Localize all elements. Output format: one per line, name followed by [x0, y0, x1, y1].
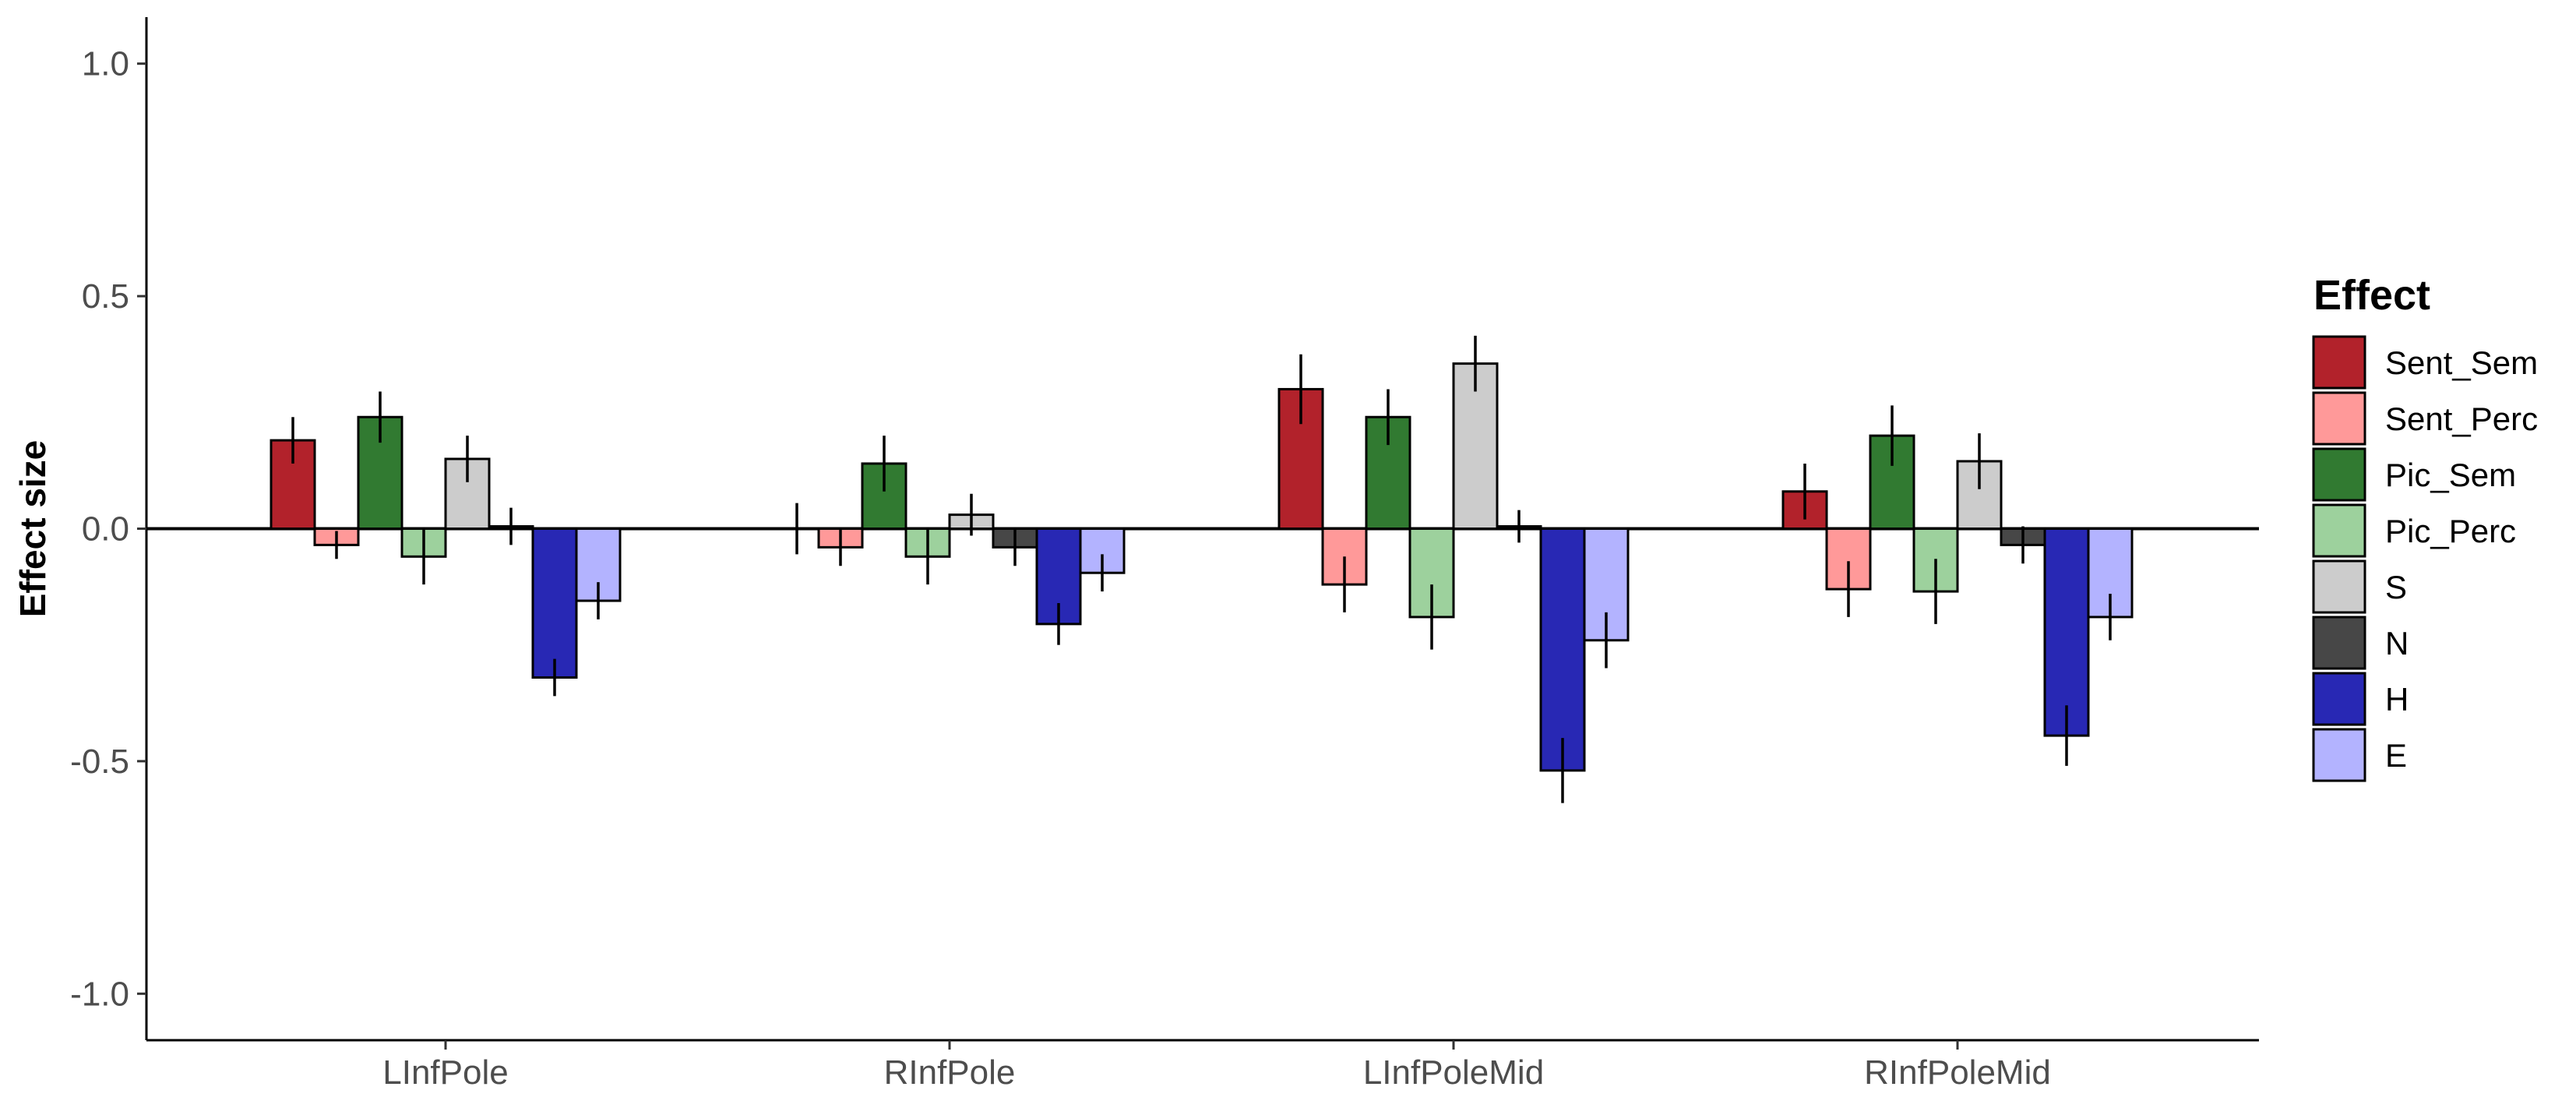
legend-swatch-Pic_Sem: [2312, 447, 2366, 502]
y-tick-label: 0.0: [82, 510, 129, 549]
legend-swatch-E: [2312, 728, 2366, 782]
legend-label-E: E: [2385, 737, 2407, 774]
legend: Effect Sent_Sem Sent_Perc Pic_Sem Pic_Perc SN…: [2312, 272, 2538, 782]
bars: [270, 362, 2134, 772]
legend-label-Sent_Perc: Sent_Perc: [2385, 401, 2538, 437]
x-tick-label: LInfPole: [382, 1053, 508, 1092]
legend-label-H: H: [2385, 681, 2409, 718]
legend-swatch-H: [2312, 672, 2366, 726]
legend-label-S: S: [2385, 569, 2407, 605]
legend-swatch-Sent_Sem: [2312, 335, 2366, 390]
bar-H-LInfPoleMid: [1539, 528, 1586, 772]
legend-label-Pic_Perc: Pic_Perc: [2385, 513, 2516, 549]
error-bars: [291, 335, 2112, 803]
legend-title: Effect: [2313, 272, 2430, 319]
y-tick-label: -1.0: [70, 975, 129, 1013]
legend-label-Sent_Sem: Sent_Sem: [2385, 344, 2538, 381]
legend-swatch-N: [2312, 616, 2366, 670]
y-axis-title: Effect size: [12, 440, 53, 618]
legend-swatch-S: [2312, 559, 2366, 614]
legend-label-N: N: [2385, 625, 2409, 662]
y-tick-label: -0.5: [70, 743, 129, 781]
legend-label-Pic_Sem: Pic_Sem: [2385, 457, 2516, 493]
x-tick-label: LInfPoleMid: [1363, 1053, 1544, 1092]
y-tick-label: 0.5: [82, 277, 129, 316]
legend-swatch-Pic_Perc: [2312, 503, 2366, 558]
x-tick-label: RInfPole: [884, 1053, 1016, 1092]
legend-swatch-Sent_Perc: [2312, 391, 2366, 446]
x-tick-label: RInfPoleMid: [1864, 1053, 2051, 1092]
bar-H-LInfPole: [531, 528, 578, 679]
bar-H-RInfPoleMid: [2043, 528, 2090, 737]
y-tick-label: 1.0: [82, 45, 129, 83]
